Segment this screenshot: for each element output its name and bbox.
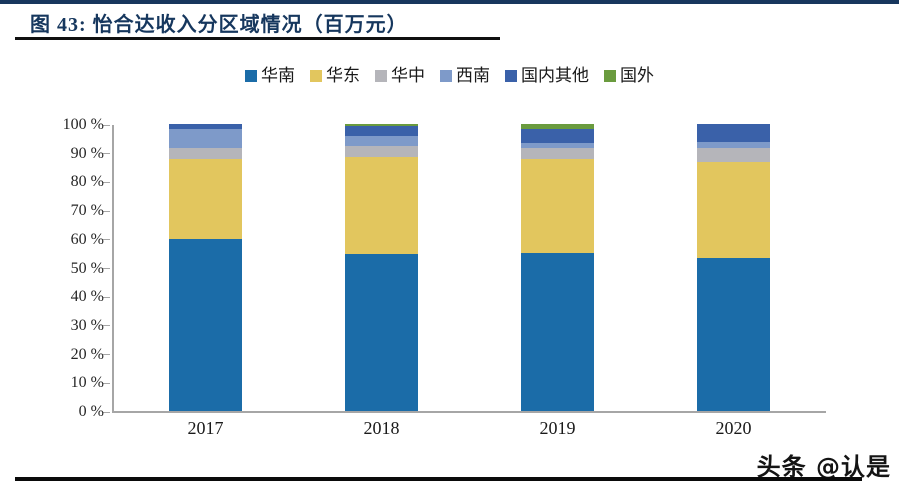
legend-swatch xyxy=(604,69,616,82)
bar-segment-西南 xyxy=(521,142,594,148)
bar-segment-华中 xyxy=(345,146,418,158)
legend-label: 国外 xyxy=(620,66,654,85)
y-axis-tick xyxy=(103,382,110,384)
bar-segment-华南 xyxy=(345,254,418,411)
y-axis-tick xyxy=(103,124,110,126)
y-axis-tick xyxy=(103,181,110,183)
y-axis-tick xyxy=(103,325,110,327)
y-axis-line xyxy=(112,125,114,413)
y-axis-tick xyxy=(103,239,110,241)
bar-segment-华南 xyxy=(521,253,594,411)
x-axis-line xyxy=(112,411,826,413)
legend-item: 国内其他 xyxy=(505,67,589,84)
bar-segment-华东 xyxy=(697,161,770,259)
y-axis-tick-label: 40 % xyxy=(70,288,104,306)
legend-swatch xyxy=(245,69,257,82)
x-axis-tick-label: 2020 xyxy=(715,418,752,438)
legend-item: 国外 xyxy=(604,67,654,84)
y-axis-tick-label: 0 % xyxy=(78,403,104,420)
legend-swatch xyxy=(310,69,322,82)
y-axis-tick xyxy=(103,296,110,298)
bar-segment-华南 xyxy=(169,239,242,411)
bar-column-2019 xyxy=(521,124,594,411)
legend-label: 华东 xyxy=(326,66,360,85)
bar-segment-华东 xyxy=(345,157,418,255)
y-axis-tick xyxy=(103,210,110,212)
y-axis-tick-label: 80 % xyxy=(70,173,104,191)
legend-item: 华南 xyxy=(245,67,295,84)
legend-label: 华南 xyxy=(261,66,295,85)
bar-segment-西南 xyxy=(345,135,418,147)
bar-segment-华中 xyxy=(169,148,242,160)
bar-segment-国内其他 xyxy=(169,124,242,130)
legend-swatch xyxy=(375,69,387,82)
y-axis-tick xyxy=(103,354,110,356)
bar-segment-华南 xyxy=(697,258,770,411)
bar-segment-华东 xyxy=(521,159,594,254)
bar-column-2020 xyxy=(697,124,770,411)
x-axis-tick-label: 2017 xyxy=(187,418,224,438)
figure-title: 图 43: 怡合达收入分区域情况（百万元） xyxy=(30,14,408,36)
y-axis-tick-label: 20 % xyxy=(70,345,104,363)
bottom-border-line xyxy=(15,477,862,481)
bar-segment-西南 xyxy=(169,129,242,149)
x-axis-tick-label: 2019 xyxy=(539,418,576,438)
legend-swatch xyxy=(505,69,517,82)
y-axis-tick xyxy=(103,153,110,155)
x-axis-tick-label: 2018 xyxy=(363,418,400,438)
legend-label: 华中 xyxy=(391,66,425,85)
bar-segment-华东 xyxy=(169,159,242,240)
bar-segment-国内其他 xyxy=(697,124,770,142)
chart-legend: 华南 华东 华中 西南 国内其他 国外 xyxy=(0,67,899,84)
bar-segment-国内其他 xyxy=(345,126,418,136)
y-axis-tick xyxy=(103,268,110,269)
legend-item: 华中 xyxy=(375,67,425,84)
legend-item: 西南 xyxy=(440,67,490,84)
bar-column-2017 xyxy=(169,124,242,411)
y-axis-tick-label: 70 % xyxy=(70,202,104,220)
y-axis-tick-label: 100 % xyxy=(62,116,104,133)
legend-label: 西南 xyxy=(456,66,490,85)
y-axis-tick-label: 50 % xyxy=(70,259,104,277)
bar-segment-华中 xyxy=(697,148,770,162)
y-axis-tick-label: 60 % xyxy=(70,230,104,248)
bar-segment-华中 xyxy=(521,147,594,160)
bar-segment-国外 xyxy=(345,124,418,127)
legend-item: 华东 xyxy=(310,67,360,84)
y-axis-tick-label: 10 % xyxy=(70,374,104,392)
y-axis-tick-label: 90 % xyxy=(70,144,104,162)
watermark-toutiao: 头条 @认是 xyxy=(756,453,891,481)
legend-swatch xyxy=(440,69,452,82)
top-border-line xyxy=(0,0,899,4)
legend-label: 国内其他 xyxy=(521,66,589,85)
y-axis-tick xyxy=(103,411,110,413)
title-underline xyxy=(15,37,500,40)
bar-segment-国外 xyxy=(521,124,594,129)
plot-area xyxy=(103,124,826,413)
bar-column-2018 xyxy=(345,124,418,411)
bar-segment-西南 xyxy=(697,141,770,149)
y-axis-tick-label: 30 % xyxy=(70,316,104,334)
bar-segment-国内其他 xyxy=(521,128,594,143)
